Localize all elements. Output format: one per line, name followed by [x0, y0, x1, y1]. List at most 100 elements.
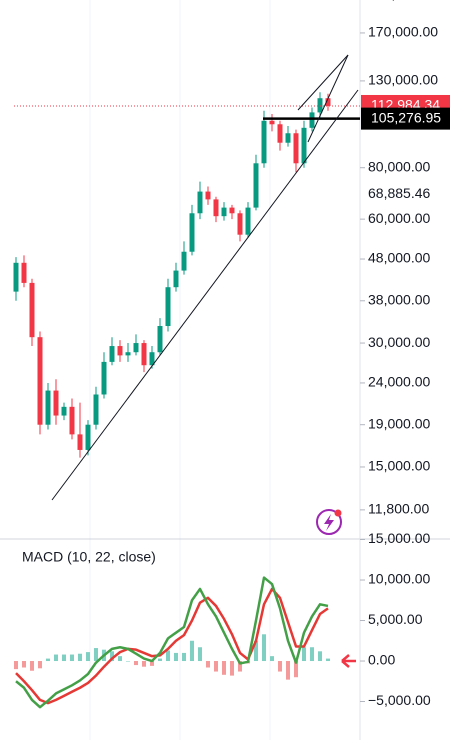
price-label: 68,885.46: [368, 185, 430, 201]
candle-body: [221, 207, 227, 217]
histogram-bar: [254, 640, 258, 662]
candle-body: [45, 390, 51, 425]
candle-body: [125, 352, 131, 356]
candle-body: [213, 199, 219, 217]
histogram-bar: [118, 656, 122, 662]
y-tick-label: 19,000.00: [368, 415, 430, 431]
candle-body: [149, 352, 155, 366]
candle-body: [285, 133, 291, 143]
candle-body: [133, 343, 139, 353]
macd-line: [15, 576, 329, 709]
histogram-bar: [134, 661, 138, 666]
histogram-bar: [318, 651, 322, 662]
trend-lines: [51, 54, 359, 501]
histogram-bar: [62, 654, 66, 662]
histogram-bar: [174, 652, 178, 662]
histogram-bar: [30, 661, 34, 671]
y-tick-label: 80,000.00: [368, 158, 430, 174]
y-tick-label: 24,000.00: [368, 374, 430, 390]
candle-body: [165, 287, 171, 327]
y-tick-label: 11,800.00: [368, 501, 429, 517]
histogram-bar: [86, 652, 90, 662]
signal-line: [15, 587, 329, 705]
histogram-bar: [198, 647, 202, 662]
trend-line: [297, 54, 349, 111]
histogram-bar: [110, 651, 114, 662]
histogram-bar: [302, 647, 306, 662]
histogram-bar: [142, 661, 146, 667]
y-tick-label: −5,000.00: [368, 692, 431, 708]
histogram-bar: [158, 658, 162, 662]
icon-bolt[interactable]: [324, 514, 334, 531]
macd-panel: 15,000.00 10,000.00 5,000.00 0.00 −5,000.00: [14, 530, 431, 709]
histogram-bar: [182, 652, 186, 662]
histogram-bar: [206, 661, 210, 668]
histogram-bar: [70, 654, 74, 662]
price-label: 105,276.95: [371, 109, 441, 125]
histogram-bar: [326, 658, 330, 662]
histogram-bar: [278, 661, 282, 672]
histogram-bar: [262, 634, 266, 662]
candle-body: [293, 133, 299, 164]
histogram-bar: [270, 656, 274, 662]
candle-body: [69, 406, 75, 435]
histogram-bar: [78, 653, 82, 662]
price-panel: 210,000.00 170,000.00 130,000.00 80,000.00 6…: [13, 0, 450, 517]
trend-line: [307, 54, 349, 143]
candle-body: [325, 98, 331, 106]
candle-body: [261, 120, 267, 164]
candle-body: [85, 424, 91, 450]
candle-body: [53, 390, 59, 416]
trend-line: [51, 89, 359, 501]
histogram-bar: [190, 640, 194, 662]
y-tick-label: 0.00: [368, 652, 395, 668]
histogram-bar: [294, 661, 298, 678]
candle-body: [13, 262, 19, 292]
y-tick-label: 38,000.00: [368, 291, 430, 307]
candle-body: [181, 251, 187, 271]
icon-dot[interactable]: [334, 509, 342, 517]
histogram-bar: [54, 654, 58, 662]
y-tick-label: 170,000.00: [368, 24, 438, 40]
histogram-bar: [22, 661, 26, 668]
candle-body: [245, 207, 251, 235]
zero-arrow: [341, 654, 356, 668]
candle-body: [237, 213, 243, 235]
candle-body: [205, 191, 211, 200]
histogram-bar: [150, 661, 154, 666]
histogram-bar: [14, 661, 18, 670]
candle-body: [301, 127, 307, 164]
candle-body: [229, 207, 235, 214]
histogram-bar: [286, 661, 290, 680]
candle-body: [317, 98, 323, 113]
histogram-bar: [94, 648, 98, 662]
candle-body: [141, 343, 147, 366]
candle-body: [117, 346, 123, 356]
candle-body: [253, 163, 259, 208]
y-tick-label: 5,000.00: [368, 611, 423, 627]
y-tick-label: 15,000.00: [368, 458, 430, 474]
histogram-bar: [230, 661, 234, 676]
candle-body: [197, 191, 203, 214]
y-tick-label: 210,000.00: [368, 0, 438, 2]
candle-body: [101, 361, 107, 395]
lightning-icon[interactable]: [316, 509, 342, 535]
candle-body: [109, 346, 115, 362]
y-tick-label: 130,000.00: [368, 72, 438, 88]
histogram-bar: [46, 658, 50, 662]
candle-body: [277, 124, 283, 143]
histogram-bar: [126, 661, 130, 662]
candle-body: [77, 434, 83, 450]
candle-body: [309, 112, 315, 128]
candle-body: [157, 326, 163, 353]
candle-body: [61, 406, 67, 416]
candle-body: [93, 394, 99, 425]
indicator-title: MACD (10, 22, close): [22, 549, 156, 565]
histogram-bar: [238, 661, 242, 672]
y-tick-label: 60,000.00: [368, 210, 430, 226]
candle-body: [269, 120, 275, 125]
y-tick-label: 48,000.00: [368, 250, 430, 266]
histogram-bar: [222, 661, 226, 675]
y-tick-label: 10,000.00: [368, 571, 430, 587]
candle-body: [29, 282, 35, 338]
